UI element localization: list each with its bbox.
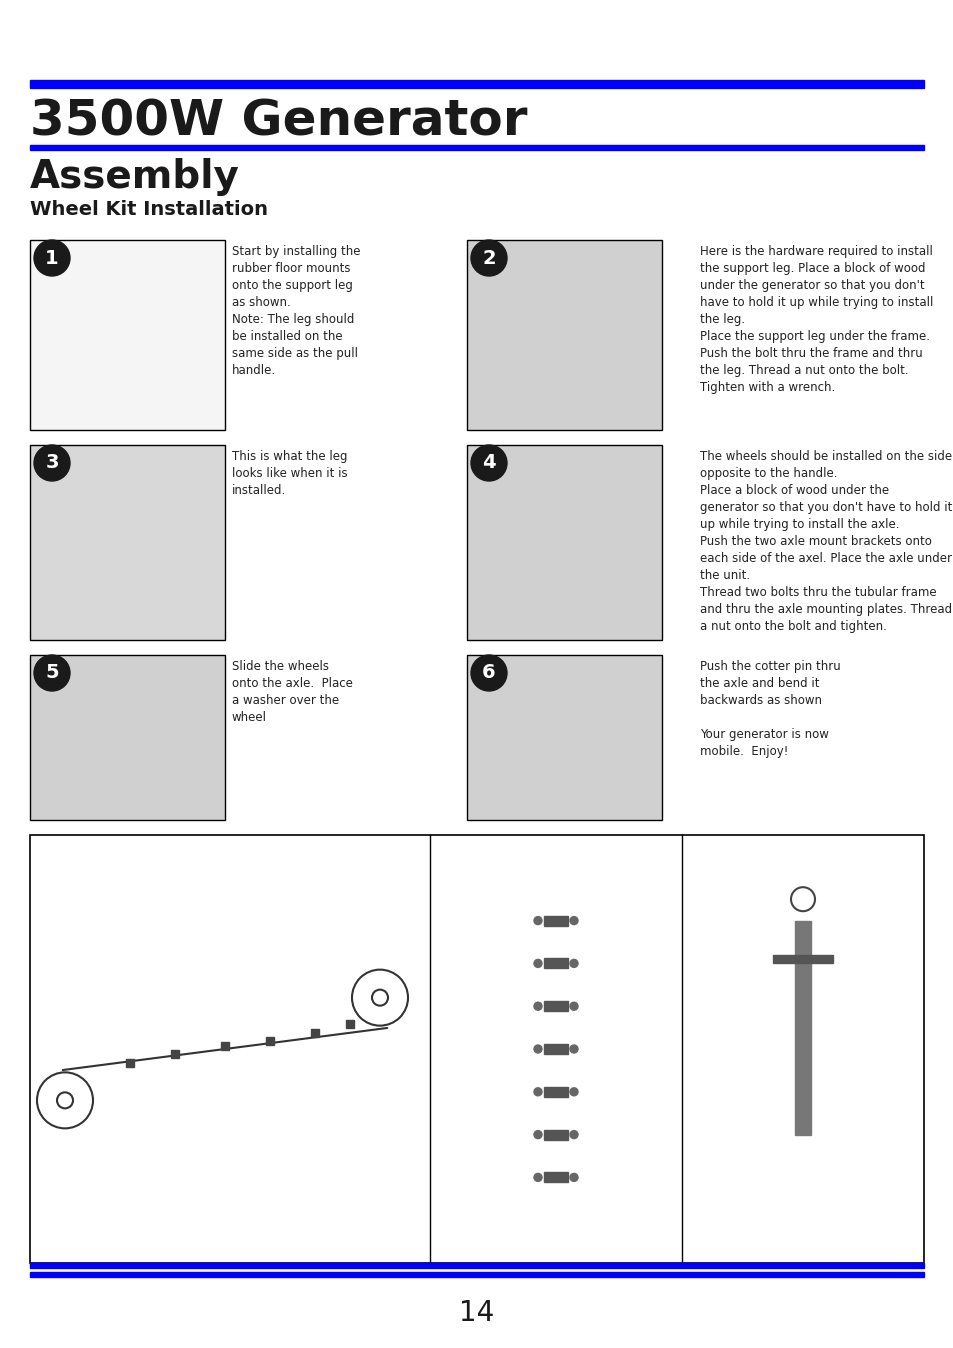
Bar (126, 1058, 133, 1066)
Circle shape (471, 445, 506, 481)
Circle shape (569, 1088, 578, 1096)
Bar (221, 1042, 229, 1050)
Circle shape (534, 1088, 541, 1096)
Text: 3: 3 (45, 453, 59, 473)
Circle shape (34, 240, 70, 276)
Bar (794, 921, 810, 1135)
Circle shape (534, 1045, 541, 1053)
Bar (30, 655, 225, 820)
Circle shape (569, 1131, 578, 1139)
Text: Start by installing the
rubber floor mounts
onto the support leg
as shown.
Note:: Start by installing the rubber floor mou… (232, 245, 360, 377)
Bar (543, 1130, 567, 1139)
Circle shape (34, 445, 70, 481)
Bar (171, 1050, 179, 1058)
Bar (30, 1273, 923, 1277)
Circle shape (471, 240, 506, 276)
Text: Wheel Kit Installation: Wheel Kit Installation (30, 200, 268, 218)
Bar (467, 240, 661, 430)
Bar (266, 1038, 274, 1046)
Bar (30, 146, 923, 150)
Circle shape (534, 1002, 541, 1010)
Circle shape (34, 655, 70, 692)
Bar (543, 1173, 567, 1182)
Bar (543, 1043, 567, 1054)
Bar (30, 834, 923, 1263)
Text: 4: 4 (481, 453, 496, 473)
Circle shape (569, 1173, 578, 1181)
Circle shape (569, 1045, 578, 1053)
Bar (543, 1002, 567, 1011)
Text: 3500W Generator: 3500W Generator (30, 98, 527, 146)
Text: Push the cotter pin thru
the axle and bend it
backwards as shown

Your generator: Push the cotter pin thru the axle and be… (700, 661, 840, 758)
Text: 14: 14 (459, 1299, 494, 1326)
Text: 5: 5 (45, 663, 59, 682)
Circle shape (534, 917, 541, 925)
Bar (772, 956, 832, 964)
Text: 1: 1 (45, 248, 59, 267)
Text: Here is the hardware required to install
the support leg. Place a block of wood
: Here is the hardware required to install… (700, 245, 932, 394)
Text: Slide the wheels
onto the axle.  Place
a washer over the
wheel: Slide the wheels onto the axle. Place a … (232, 661, 353, 724)
Circle shape (569, 917, 578, 925)
Bar (543, 1086, 567, 1097)
Bar (543, 915, 567, 926)
Bar (30, 445, 225, 640)
Text: 2: 2 (481, 248, 496, 267)
Bar (30, 240, 225, 430)
Bar (30, 80, 923, 88)
Text: This is what the leg
looks like when it is
installed.: This is what the leg looks like when it … (232, 450, 347, 497)
Bar (467, 655, 661, 820)
Bar (543, 958, 567, 968)
Text: 6: 6 (481, 663, 496, 682)
Text: The wheels should be installed on the side
opposite to the handle.
Place a block: The wheels should be installed on the si… (700, 450, 951, 634)
Circle shape (569, 1002, 578, 1010)
Bar (467, 445, 661, 640)
Circle shape (471, 655, 506, 692)
Bar (346, 1020, 354, 1029)
Text: Assembly: Assembly (30, 158, 239, 195)
Circle shape (534, 960, 541, 968)
Bar (30, 1263, 923, 1268)
Circle shape (534, 1173, 541, 1181)
Bar (311, 1029, 318, 1037)
Circle shape (569, 960, 578, 968)
Circle shape (534, 1131, 541, 1139)
